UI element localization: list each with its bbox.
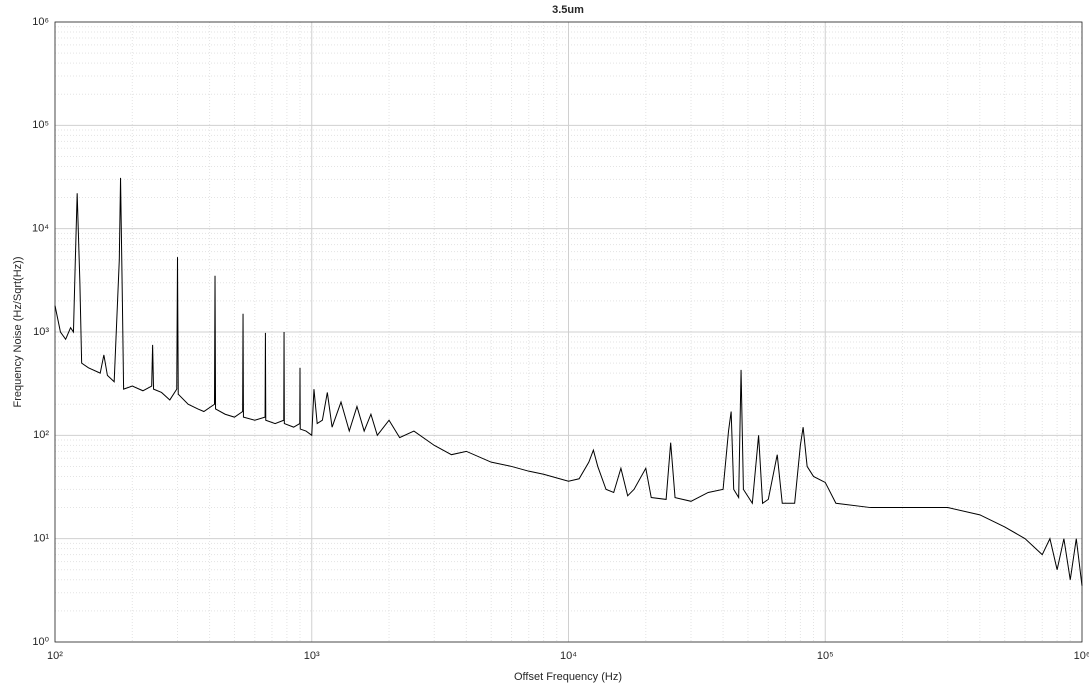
y-tick-label: 10⁵ bbox=[32, 119, 49, 131]
x-tick-label: 10⁶ bbox=[1074, 650, 1089, 662]
y-tick-label: 10³ bbox=[33, 326, 49, 338]
x-axis-label: Offset Frequency (Hz) bbox=[514, 671, 622, 683]
chart-title: 3.5um bbox=[552, 4, 584, 16]
line bbox=[54, 177, 1083, 586]
x-tick-label: 10² bbox=[47, 650, 63, 662]
y-tick-label: 10² bbox=[33, 429, 49, 441]
y-tick-label: 10¹ bbox=[33, 533, 49, 545]
plot-frame bbox=[54, 21, 1083, 643]
y-axis-label: Frequency Noise (Hz/Sqrt(Hz)) bbox=[12, 257, 24, 408]
y-tick-label: 10⁰ bbox=[32, 636, 49, 648]
x-tick-label: 10³ bbox=[304, 650, 320, 662]
x-tick-label: 10⁴ bbox=[560, 650, 577, 662]
x-tick-label: 10⁵ bbox=[817, 650, 834, 662]
y-tick-label: 10⁶ bbox=[32, 16, 49, 28]
y-tick-label: 10⁴ bbox=[32, 223, 49, 235]
